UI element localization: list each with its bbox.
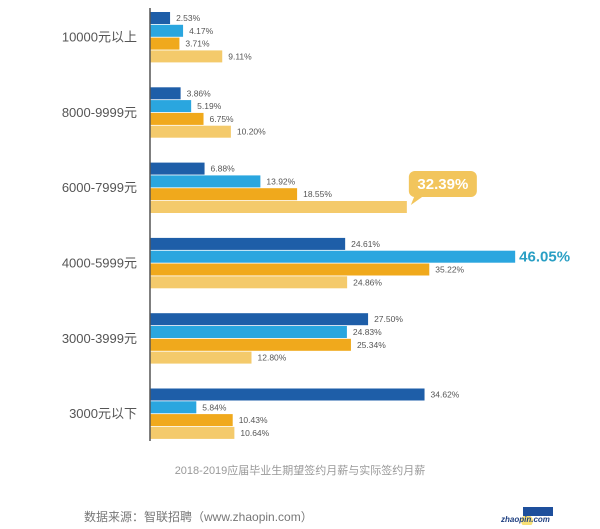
data-source: 数据来源：智联招聘（www.zhaopin.com） [84, 510, 313, 524]
bar [150, 313, 369, 326]
bar [150, 401, 197, 414]
bar [150, 237, 346, 250]
category-label: 10000元以上 [62, 30, 137, 45]
data-label-highlight: 46.05% [519, 249, 570, 266]
data-label: 13.92% [266, 176, 295, 186]
bar [150, 338, 351, 351]
bar [150, 87, 181, 100]
bar [150, 188, 298, 201]
bar [150, 100, 192, 113]
svg-text:zhaopin.com: zhaopin.com [500, 515, 550, 524]
data-label: 25.34% [357, 340, 386, 350]
bar [150, 426, 235, 439]
data-label: 5.19% [197, 101, 222, 111]
data-label: 3.86% [187, 88, 212, 98]
data-label: 3.71% [185, 39, 210, 49]
data-label: 35.22% [435, 265, 464, 275]
category-label: 6000-7999元 [62, 180, 137, 195]
data-label: 10.20% [237, 127, 266, 137]
category-label: 8000-9999元 [62, 105, 137, 120]
chart-title: 2018-2019应届毕业生期望签约月薪与实际签约月薪 [175, 463, 426, 477]
callout-bubble [408, 171, 477, 197]
data-label: 24.86% [353, 277, 382, 287]
data-label: 6.75% [210, 114, 235, 124]
bar [150, 263, 430, 276]
data-label: 24.83% [353, 327, 382, 337]
data-label: 24.61% [351, 239, 380, 249]
bar [150, 414, 233, 427]
data-label-highlight: 32.39% [417, 176, 468, 193]
data-label: 27.50% [374, 314, 403, 324]
bar [150, 326, 347, 338]
data-label: 34.62% [431, 390, 460, 400]
bar [150, 24, 184, 37]
bar [150, 351, 252, 364]
bar [150, 175, 261, 188]
bar [150, 50, 223, 63]
zhaopin-logo: zhaopin.com [500, 507, 553, 525]
bar [150, 12, 171, 24]
data-label: 4.17% [189, 26, 214, 36]
bar [150, 125, 231, 138]
data-label: 10.64% [240, 428, 269, 438]
data-label: 12.80% [258, 353, 287, 363]
bar-chart: 10000元以上 2.53% 4.17% 3.71% 9.11% 8000-9999元 3.… [62, 8, 570, 477]
data-label: 9.11% [228, 51, 252, 61]
data-label: 5.84% [202, 402, 227, 412]
bar [150, 388, 425, 401]
category-label: 3000-3999元 [62, 331, 137, 346]
bar [150, 276, 348, 289]
callout-tail [410, 195, 425, 205]
bar [150, 250, 516, 263]
bar [150, 37, 180, 50]
data-label: 10.43% [239, 415, 268, 425]
bar [150, 201, 407, 213]
category-label: 3000元以下 [69, 406, 137, 421]
category-label: 4000-5999元 [62, 256, 137, 271]
bar [150, 112, 204, 125]
data-label: 18.55% [303, 189, 332, 199]
bar [150, 162, 205, 175]
data-label: 2.53% [176, 13, 201, 23]
data-label: 6.88% [211, 164, 236, 174]
